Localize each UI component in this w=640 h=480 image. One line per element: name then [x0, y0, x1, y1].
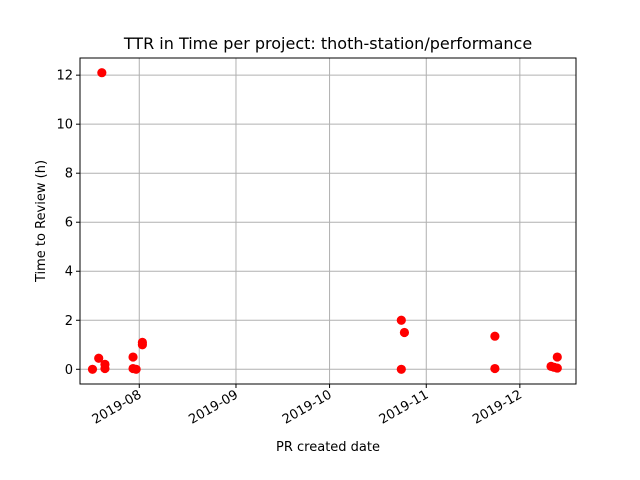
y-tick-label: 8 — [65, 167, 73, 182]
data-point — [100, 363, 110, 374]
data-point — [97, 68, 107, 78]
data-point — [490, 331, 500, 341]
y-tick-label: 6 — [65, 216, 73, 231]
data-point — [490, 363, 500, 374]
data-point — [87, 364, 98, 374]
x-axis-label: PR created date — [276, 440, 380, 455]
data-point — [131, 364, 141, 374]
plot-frame — [79, 57, 577, 385]
data-point — [396, 364, 406, 374]
y-tick-label: 10 — [56, 118, 73, 133]
data-point — [552, 363, 562, 373]
data-points — [87, 68, 562, 374]
data-point — [94, 353, 104, 363]
grid-lines — [80, 58, 576, 384]
y-tick-label: 12 — [56, 69, 73, 84]
data-point — [128, 352, 138, 362]
chart-title: TTR in Time per project: thoth-station/p… — [123, 34, 532, 53]
y-tick-label: 2 — [65, 314, 73, 329]
data-point — [399, 327, 410, 338]
y-axis-label: Time to Review (h) — [34, 160, 49, 283]
data-point — [552, 352, 562, 362]
y-tick-label: 0 — [65, 363, 73, 378]
data-point — [137, 340, 147, 350]
y-tick-label: 4 — [65, 265, 73, 280]
data-point — [396, 315, 406, 325]
